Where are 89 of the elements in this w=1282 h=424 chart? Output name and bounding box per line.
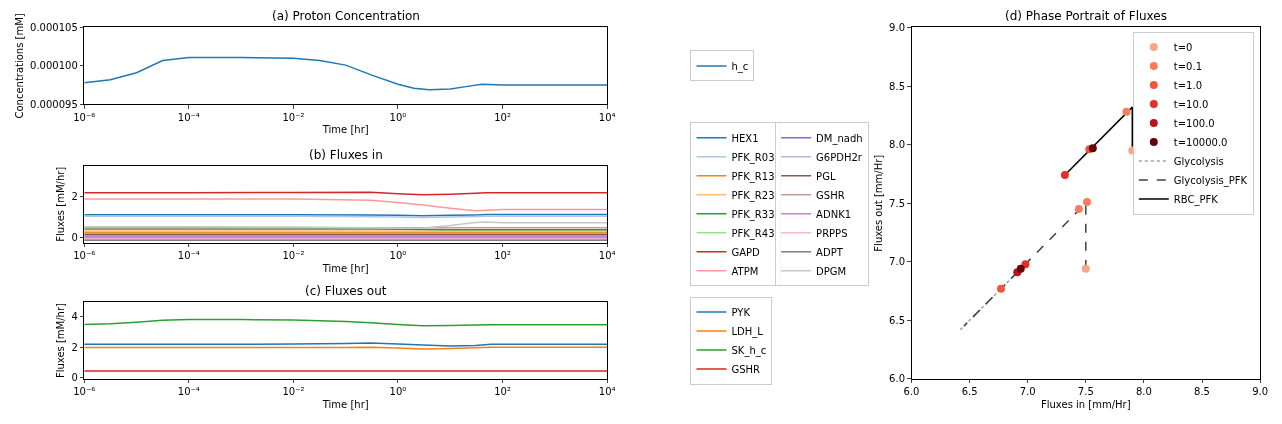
point [1081, 264, 1090, 273]
x-tick-label: 10⁻² [282, 111, 305, 123]
x-tick-label: 6.0 [903, 386, 920, 398]
y-axis-title: Fluxes [mM/hr] [55, 166, 67, 242]
x-tick-label: 6.5 [961, 386, 978, 398]
legend-label: t=10.0 [1173, 99, 1209, 111]
legend-label: t=1.0 [1173, 80, 1202, 92]
x-tick-label: 10⁻⁶ [73, 386, 96, 398]
legend-label: ADNK1 [816, 208, 852, 220]
y-tick-label: 2 [71, 191, 78, 203]
legend-label: t=0 [1173, 42, 1193, 54]
legend-label: GAPD [731, 246, 761, 258]
x-axis-title: Time [hr] [321, 262, 369, 274]
point [1016, 264, 1025, 273]
chart-title: (b) Fluxes in [309, 148, 383, 162]
x-tick-label: 10⁰ [389, 250, 407, 262]
y-tick-label: 0.000100 [30, 60, 78, 72]
y-tick-label: 8.0 [889, 139, 906, 151]
legend-label: t=10000.0 [1173, 137, 1228, 149]
chart-title: (d) Phase Portrait of Fluxes [1005, 9, 1167, 23]
legend-label: GSHR [816, 189, 845, 201]
y-tick-label: 0.000095 [30, 98, 78, 110]
x-axis-title: Time [hr] [321, 124, 369, 136]
y-tick-label: 0.000105 [30, 21, 78, 33]
x-tick-label: 10² [494, 386, 511, 398]
chart-title: (a) Proton Concentration [272, 9, 420, 23]
x-tick-label: 10⁴ [598, 386, 616, 398]
legend-label: PFK_R33 [731, 208, 775, 221]
x-tick-label: 10⁻⁶ [73, 111, 96, 123]
legend-label: PRPPS [816, 227, 848, 239]
y-tick-label: 9.0 [889, 21, 906, 33]
x-tick-label: 10² [494, 250, 511, 262]
x-tick-label: 10⁻² [282, 386, 305, 398]
legend-label: PFK_R43 [731, 227, 775, 240]
x-tick-label: 10⁻⁴ [177, 250, 200, 262]
legend-label: RBC_PFK [1173, 194, 1219, 207]
y-axis-title: Fluxes out [mm/Hr] [873, 154, 885, 252]
x-tick-label: 10⁻⁶ [73, 250, 96, 262]
y-tick-label: 8.5 [889, 80, 906, 92]
legend-label: PFK_R23 [731, 189, 775, 202]
x-tick-label: 9.0 [1252, 386, 1269, 398]
legend-label: HEX1 [731, 132, 759, 144]
x-tick-label: 10² [494, 111, 511, 123]
chart-title: (c) Fluxes out [305, 284, 387, 298]
point [1021, 260, 1030, 269]
x-tick-label: 10⁰ [389, 111, 407, 123]
x-tick-label: 10⁰ [389, 386, 407, 398]
legend-label: PYK [731, 306, 751, 318]
y-axis-title: Fluxes [mM/hr] [55, 302, 67, 379]
legend-label: G6PDH2r [816, 151, 863, 163]
x-tick-label: 10⁴ [598, 250, 616, 262]
legend-label: LDH_L [731, 325, 764, 338]
legend-label: ATPM [731, 265, 759, 277]
legend-label: t=100.0 [1173, 118, 1215, 130]
legend-label: PGL [816, 170, 836, 182]
y-tick-label: 2 [71, 341, 78, 353]
x-tick-label: 10⁻² [282, 250, 305, 262]
x-tick-label: 10⁻⁴ [177, 111, 200, 123]
point [1074, 205, 1083, 214]
y-tick-label: 6.0 [889, 373, 906, 385]
legend-label: h_c [731, 60, 749, 73]
legend-label: GSHR [731, 363, 761, 375]
legend-label: PFK_R13 [731, 170, 775, 183]
x-tick-label: 7.5 [1077, 386, 1094, 398]
y-tick-label: 7.5 [889, 197, 906, 209]
y-tick-label: 0 [71, 372, 78, 384]
x-tick-label: 10⁻⁴ [177, 386, 200, 398]
legend-label: ADPT [816, 246, 844, 258]
y-tick-label: 6.5 [889, 314, 906, 326]
legend-label: Glycolysis_PFK [1173, 175, 1248, 188]
x-tick-label: 7.0 [1019, 386, 1036, 398]
point [1122, 107, 1131, 116]
x-axis-title: Time [hr] [321, 398, 369, 410]
y-tick-label: 0 [71, 232, 78, 244]
x-tick-label: 8.5 [1194, 386, 1210, 398]
legend-label: DM_nadh [816, 132, 863, 145]
legend-label: DPGM [816, 265, 847, 277]
x-tick-label: 10⁴ [598, 111, 616, 123]
legend-label: t=0.1 [1173, 61, 1202, 73]
x-axis-title: Fluxes in [mm/Hr] [1041, 398, 1131, 410]
y-axis-title: Concentrations [mM] [14, 13, 26, 119]
x-tick-label: 8.0 [1135, 386, 1152, 398]
legend-label: Glycolysis [1173, 156, 1224, 168]
point [1082, 198, 1091, 207]
y-tick-label: 4 [71, 311, 78, 323]
point [996, 284, 1005, 293]
point [1060, 171, 1069, 180]
legend-label: PFK_R03 [731, 151, 775, 164]
legend-label: SK_h_c [731, 344, 767, 357]
